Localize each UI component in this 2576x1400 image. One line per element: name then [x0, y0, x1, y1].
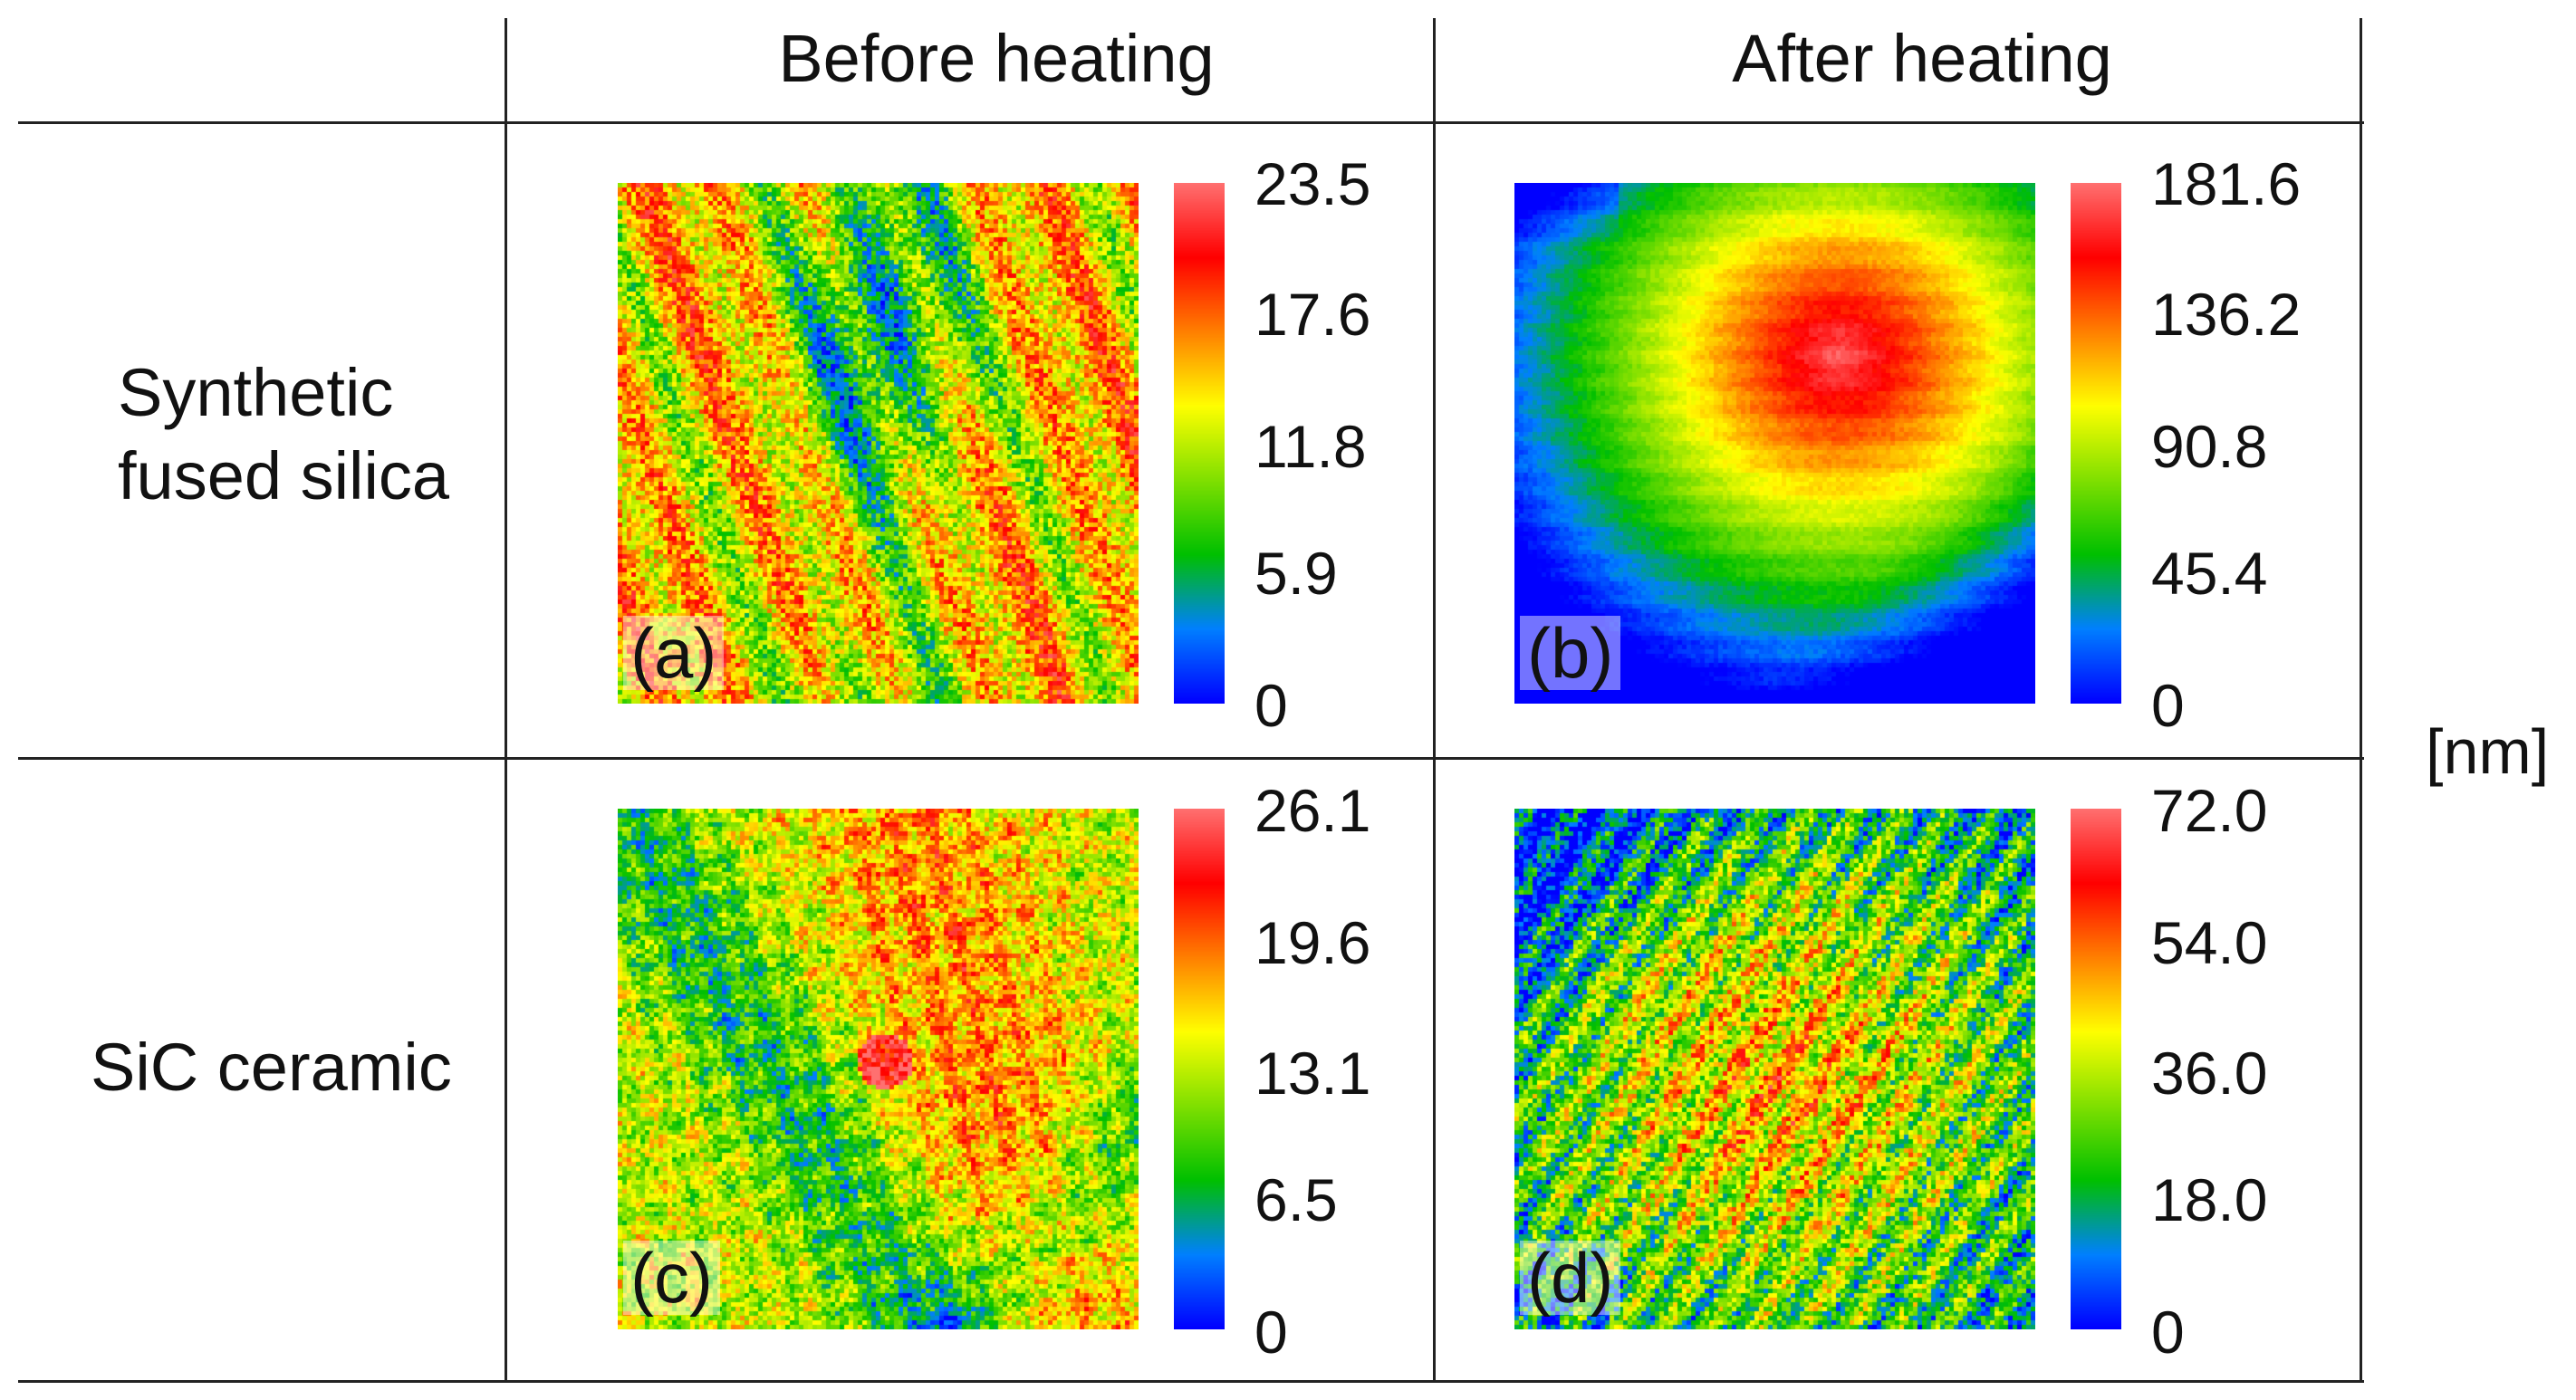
colorbar-a-tick-2: 11.8 [1254, 413, 1367, 480]
colorbar-a-tick-3: 17.6 [1254, 281, 1371, 348]
colorbar-c-tick-max: 26.1 [1254, 777, 1371, 844]
colorbar-a-tick-max: 23.5 [1254, 150, 1371, 217]
colorbar-c-tick-0: 0 [1254, 1299, 1288, 1366]
unit-label: [nm] [2426, 716, 2550, 787]
colorbar-b-tick-2: 90.8 [2151, 413, 2268, 480]
height-map-b [1514, 183, 2035, 704]
height-map-c [618, 809, 1139, 1329]
colorbar-d-tick-1: 18.0 [2151, 1166, 2268, 1233]
column-header-after: After heating [1732, 21, 2112, 96]
table-top-divider [18, 121, 2364, 124]
panel-label-c: (c) [623, 1241, 720, 1315]
colorbar-c-tick-1: 6.5 [1254, 1166, 1338, 1233]
colorbar-c-tick-3: 19.6 [1254, 909, 1371, 976]
colorbar-c [1174, 809, 1225, 1329]
colorbar-b-tick-0: 0 [2151, 672, 2185, 739]
table-column-divider-3 [2360, 18, 2362, 1382]
height-map-a [618, 183, 1139, 704]
colorbar-a-tick-0: 0 [1254, 672, 1288, 739]
row-header-line-1: Synthetic [118, 355, 394, 430]
colorbar-b [2071, 183, 2121, 704]
colorbar-c-tick-2: 13.1 [1254, 1040, 1371, 1107]
colorbar-d [2071, 809, 2121, 1329]
colorbar-d-tick-max: 72.0 [2151, 777, 2268, 844]
height-map-d [1514, 809, 2035, 1329]
colorbar-b-tick-3: 136.2 [2151, 281, 2302, 348]
colorbar-a-tick-1: 5.9 [1254, 540, 1338, 607]
table-middle-divider [18, 757, 2364, 760]
row-header-fused-silica: Synthetic fused silica [118, 351, 449, 518]
table-column-divider-2 [1433, 18, 1436, 1382]
colorbar-b-tick-max: 181.6 [2151, 150, 2302, 217]
row-header-sic-ceramic: SiC ceramic [91, 1030, 452, 1105]
colorbar-d-tick-3: 54.0 [2151, 909, 2268, 976]
row-header-line-2: fused silica [118, 438, 450, 513]
colorbar-b-tick-1: 45.4 [2151, 540, 2268, 607]
column-header-before: Before heating [778, 21, 1215, 96]
colorbar-d-tick-2: 36.0 [2151, 1040, 2268, 1107]
panel-label-a: (a) [623, 616, 725, 690]
table-column-divider-1 [505, 18, 507, 1382]
table-bottom-divider [18, 1380, 2364, 1383]
panel-label-d: (d) [1520, 1241, 1621, 1315]
colorbar-a [1174, 183, 1225, 704]
colorbar-d-tick-0: 0 [2151, 1299, 2185, 1366]
panel-label-b: (b) [1520, 616, 1621, 690]
